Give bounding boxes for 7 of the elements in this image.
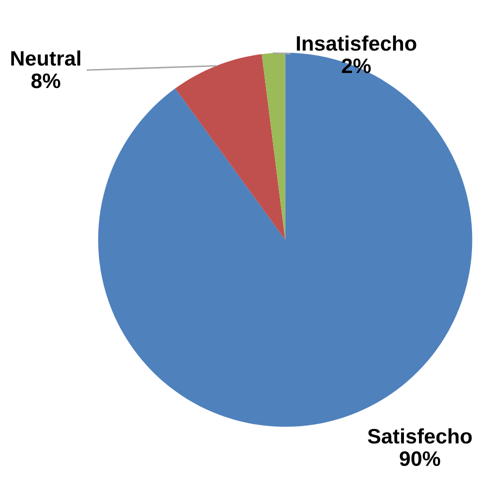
pie-slice [175,54,286,240]
slice-label: Insatisfecho [296,36,416,51]
data-label: 90% [400,451,440,466]
pie-slice [98,52,472,427]
slice-label: Satisfecho [368,428,472,444]
data-label: 8% [31,73,60,88]
slice-label: Neutral [11,50,80,66]
